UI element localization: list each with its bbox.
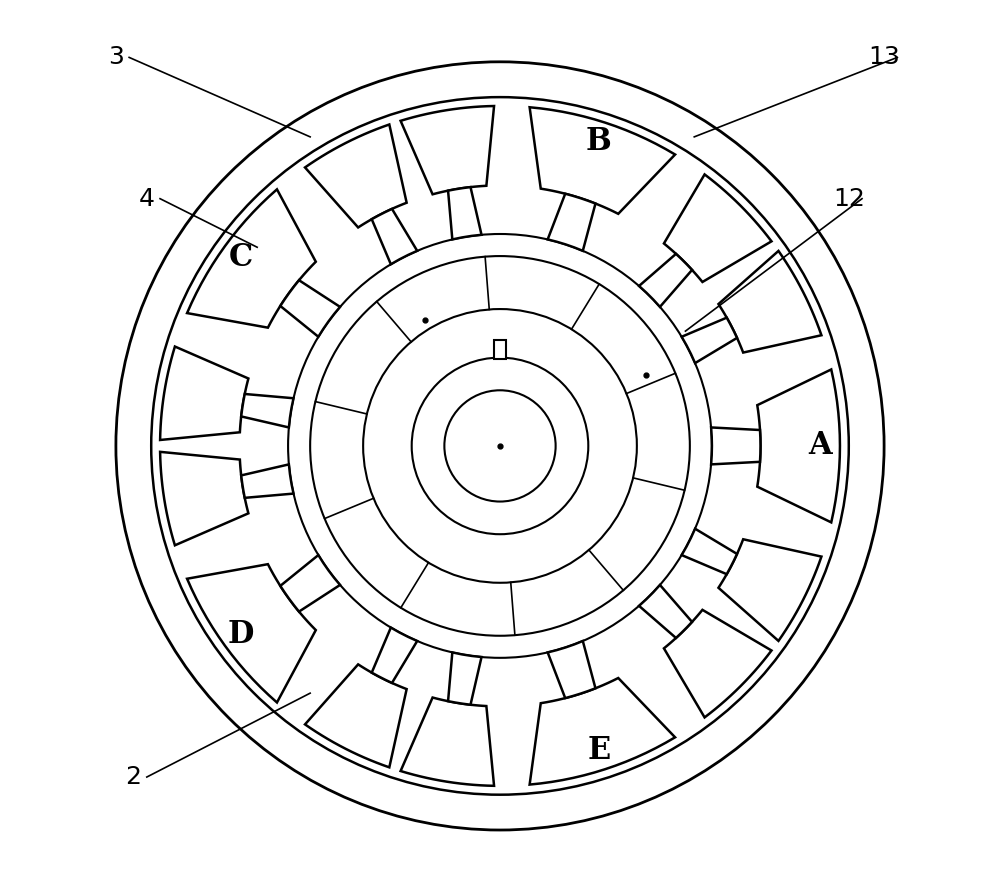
Circle shape (412, 358, 588, 534)
Circle shape (116, 62, 884, 830)
Polygon shape (639, 585, 692, 638)
Polygon shape (187, 564, 316, 703)
Polygon shape (530, 107, 675, 214)
Text: D: D (228, 619, 254, 650)
Polygon shape (548, 193, 595, 251)
Text: 13: 13 (868, 45, 900, 70)
Polygon shape (160, 452, 248, 546)
Polygon shape (757, 369, 840, 523)
Polygon shape (548, 641, 595, 698)
Text: 12: 12 (833, 186, 865, 211)
Text: A: A (808, 430, 832, 462)
Polygon shape (401, 106, 494, 194)
Text: E: E (587, 735, 611, 766)
Polygon shape (639, 254, 692, 307)
Polygon shape (682, 529, 737, 574)
Polygon shape (241, 394, 294, 427)
Polygon shape (280, 280, 340, 336)
Circle shape (310, 256, 690, 636)
Bar (494, 340, 506, 359)
Polygon shape (372, 628, 417, 683)
Polygon shape (664, 175, 772, 282)
Circle shape (288, 234, 712, 658)
Polygon shape (241, 464, 294, 498)
Polygon shape (664, 610, 772, 717)
Polygon shape (305, 664, 407, 767)
Text: 4: 4 (139, 186, 155, 211)
Polygon shape (372, 209, 417, 264)
Text: C: C (229, 242, 253, 273)
Circle shape (444, 390, 556, 502)
Polygon shape (682, 318, 737, 363)
Text: 2: 2 (126, 765, 142, 789)
Polygon shape (711, 427, 760, 464)
Polygon shape (305, 125, 407, 228)
Polygon shape (401, 698, 494, 786)
Circle shape (363, 309, 637, 583)
Polygon shape (448, 187, 482, 239)
Polygon shape (448, 653, 482, 705)
Polygon shape (718, 251, 821, 352)
Circle shape (151, 97, 849, 795)
Polygon shape (280, 555, 340, 612)
Text: 3: 3 (108, 45, 124, 70)
Polygon shape (718, 540, 821, 641)
Polygon shape (160, 346, 248, 440)
Polygon shape (530, 678, 675, 785)
Polygon shape (187, 189, 316, 328)
Text: B: B (586, 126, 612, 157)
